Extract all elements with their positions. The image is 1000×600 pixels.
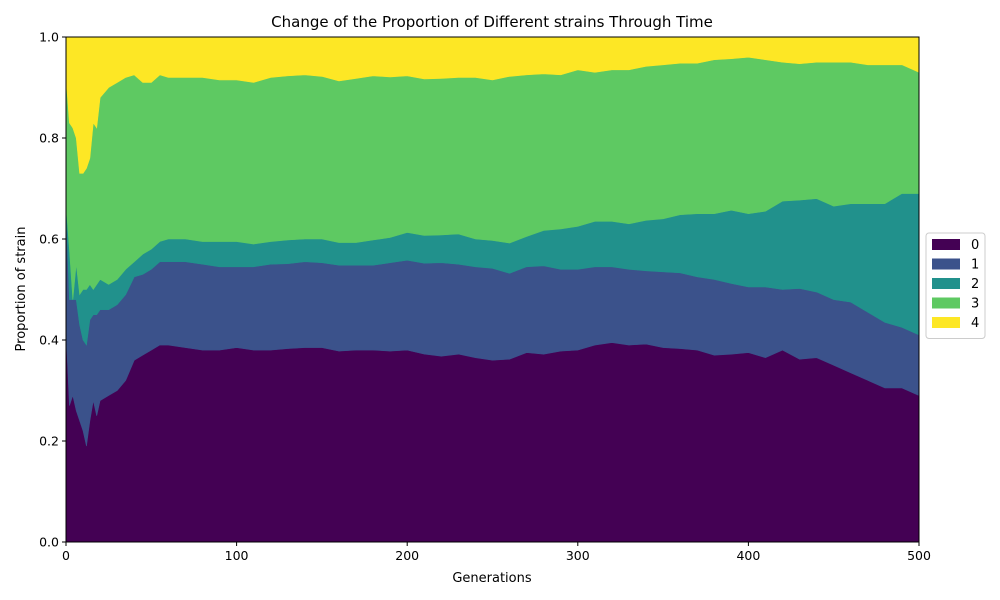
legend-label-1: 1 [971, 258, 979, 273]
chart-title: Change of the Proportion of Different st… [271, 13, 713, 31]
legend-label-3: 3 [971, 297, 979, 312]
y-tick-label: 0.8 [39, 131, 59, 146]
x-tick-label: 200 [395, 548, 419, 563]
y-tick-label: 0.4 [39, 333, 59, 348]
x-tick-label: 500 [907, 548, 931, 563]
legend-swatch-0 [932, 239, 960, 250]
x-tick-label: 100 [225, 548, 249, 563]
x-axis: 0 100 200 300 400 500 [62, 542, 931, 563]
legend-label-2: 2 [971, 277, 979, 292]
plot-frame [65, 36, 920, 543]
y-tick-label: 0.0 [39, 535, 59, 550]
legend-swatch-1 [932, 258, 960, 270]
legend-swatch-4 [932, 317, 960, 328]
area-series-0 [65, 329, 920, 543]
legend: 0 1 2 3 4 [925, 232, 986, 339]
x-axis-label: Generations [452, 571, 532, 586]
y-tick-label: 0.6 [39, 232, 59, 247]
x-tick-label: 300 [566, 548, 590, 563]
legend-swatch-2 [932, 278, 960, 289]
legend-label-0: 0 [971, 238, 979, 253]
x-tick-label: 0 [62, 548, 70, 563]
y-tick-label: 0.2 [39, 434, 59, 449]
x-tick-label: 400 [736, 548, 760, 563]
y-axis: 0.0 0.2 0.4 0.6 0.8 1.0 [39, 30, 66, 550]
legend-label-4: 4 [971, 316, 979, 331]
legend-swatch-3 [932, 297, 960, 309]
area-layers [65, 36, 920, 543]
y-tick-label: 1.0 [39, 30, 59, 45]
y-axis-label: Proportion of strain [14, 227, 29, 352]
